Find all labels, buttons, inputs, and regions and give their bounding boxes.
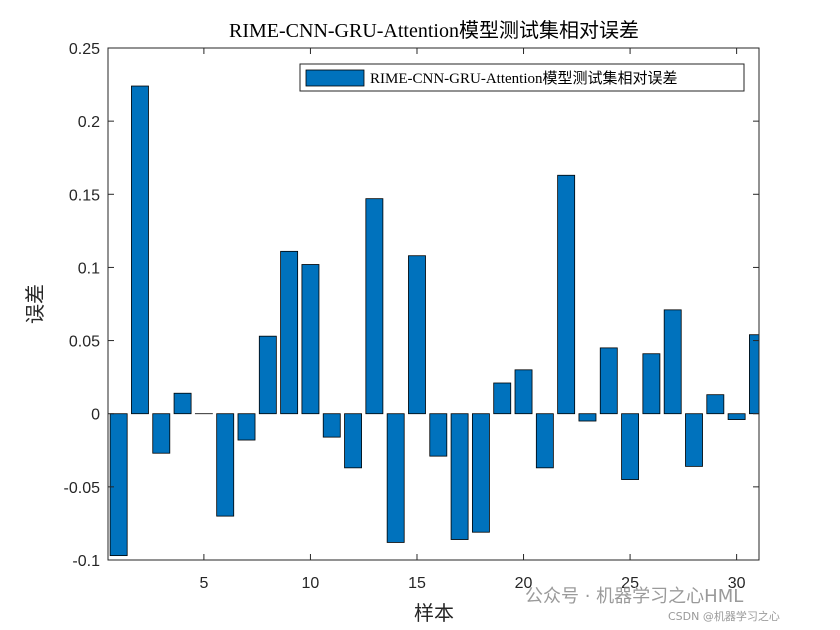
bar-sample-26	[642, 353, 661, 415]
legend-label: RIME-CNN-GRU-Attention模型测试集相对误差	[370, 70, 678, 87]
bar-sample-24	[599, 347, 618, 415]
bar-sample-16	[429, 413, 448, 457]
bar-sample-19	[493, 382, 512, 415]
bar-sample-10	[301, 264, 320, 415]
x-tick-label: 20	[515, 575, 533, 592]
chart-title: RIME-CNN-GRU-Attention模型测试集相对误差	[229, 19, 639, 42]
bar-sample-17	[450, 413, 469, 540]
legend: RIME-CNN-GRU-Attention模型测试集相对误差	[299, 63, 745, 92]
y-tick-label: 0.1	[78, 260, 100, 277]
bar-sample-8	[258, 335, 277, 415]
watermark-line2: CSDN @机器学习之心	[668, 609, 780, 623]
bar-sample-30	[727, 413, 746, 420]
bar-sample-9	[280, 250, 299, 415]
bar-sample-13	[365, 198, 384, 415]
y-tick-label: 0.25	[69, 41, 100, 58]
bar-sample-23	[578, 413, 597, 422]
legend-box	[299, 63, 745, 92]
bar-sample-31	[749, 334, 759, 415]
x-tick-label: 15	[408, 575, 426, 592]
bar-sample-7	[237, 413, 256, 441]
bar-sample-18	[471, 413, 490, 533]
y-tick-label: 0	[91, 407, 100, 424]
bar-sample-12	[344, 413, 362, 469]
x-axis-ticks: 5 10 15 20 25 30	[199, 48, 746, 592]
y-axis-label: 误差	[24, 284, 47, 324]
bar-sample-27	[663, 309, 682, 415]
y-tick-label: -0.05	[64, 480, 101, 497]
x-axis-label: 样本	[414, 602, 454, 625]
x-tick-label: 10	[302, 575, 320, 592]
legend-swatch	[305, 69, 365, 87]
bar-sample-29	[706, 394, 725, 415]
y-tick-label: -0.1	[72, 553, 100, 570]
bar-sample-22	[557, 174, 576, 415]
bar-sample-15	[408, 255, 426, 415]
bar-sample-3	[152, 413, 171, 454]
bar-sample-11	[322, 413, 341, 438]
bar-sample-28	[685, 413, 703, 467]
bar-sample-21	[535, 413, 554, 469]
bars-group	[109, 85, 759, 557]
y-tick-label: 0.2	[78, 114, 100, 131]
y-axis-ticks: -0.1 -0.05 0 0.05 0.1 0.15 0.2 0.25	[64, 41, 759, 570]
bar-sample-2	[131, 85, 149, 415]
watermark-line1: 公众号 · 机器学习之心HML	[525, 586, 743, 607]
bar-sample-4	[173, 392, 192, 415]
bar-sample-20	[514, 369, 533, 415]
y-tick-label: 0.15	[69, 187, 100, 204]
x-tick-label: 30	[728, 575, 746, 592]
bar-sample-14	[386, 413, 405, 543]
plot-area-frame	[107, 47, 760, 561]
bar-sample-6	[216, 413, 235, 517]
bar-sample-1	[109, 413, 128, 557]
x-tick-label: 5	[199, 575, 208, 592]
watermark: 公众号 · 机器学习之心HML CSDN @机器学习之心	[525, 586, 780, 623]
x-tick-label: 25	[621, 575, 639, 592]
y-tick-label: 0.05	[69, 334, 100, 351]
bar-sample-25	[621, 413, 640, 480]
